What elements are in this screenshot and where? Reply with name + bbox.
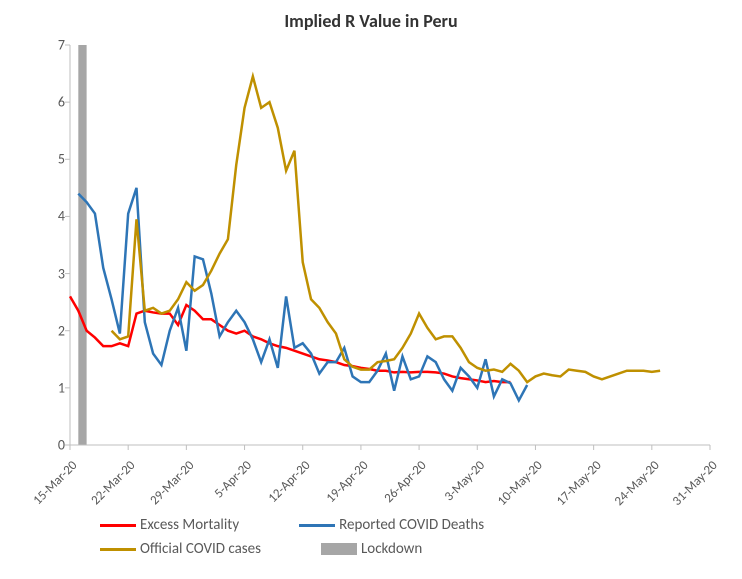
series-line <box>78 188 527 401</box>
plot-svg <box>70 45 710 445</box>
legend-item-official-cases: Official COVID cases <box>100 540 261 558</box>
x-tick-label: 24-May-20 <box>611 458 662 509</box>
x-tick-label: 5-Apr-20 <box>212 458 255 501</box>
chart-container: Implied R Value in Peru 0 1 2 3 4 5 6 7 15-Mar-… <box>0 0 742 579</box>
plot-area <box>70 45 710 445</box>
y-tick-label: 0 <box>58 437 65 454</box>
legend: Excess Mortality Reported COVID Deaths O… <box>100 516 660 564</box>
y-axis: 01234567 <box>35 45 65 445</box>
y-tick-label: 7 <box>58 37 65 54</box>
x-tick-label: 10-May-20 <box>495 458 546 509</box>
chart-title: Implied R Value in Peru <box>0 10 742 32</box>
x-tick-label: 31-May-20 <box>670 458 721 509</box>
y-tick-label: 1 <box>58 379 65 396</box>
series-line <box>112 76 661 382</box>
y-tick-label: 6 <box>58 94 65 111</box>
legend-label: Official COVID cases <box>140 540 261 558</box>
y-tick-label: 3 <box>58 265 65 282</box>
x-tick-label: 17-May-20 <box>553 458 604 509</box>
lockdown-band <box>78 45 86 445</box>
legend-swatch <box>299 524 335 527</box>
legend-swatch <box>100 548 136 551</box>
x-axis: 15-Mar-2022-Mar-2029-Mar-205-Apr-2012-Ap… <box>70 450 710 510</box>
legend-item-excess-mortality: Excess Mortality <box>100 516 239 534</box>
x-tick-label: 15-Mar-20 <box>31 458 81 508</box>
y-tick-label: 4 <box>58 208 65 225</box>
y-tick-label: 2 <box>58 322 65 339</box>
legend-label: Lockdown <box>361 540 422 558</box>
series-line <box>70 296 511 382</box>
y-tick-label: 5 <box>58 151 65 168</box>
x-tick-label: 29-Mar-20 <box>147 458 197 508</box>
legend-item-lockdown: Lockdown <box>321 540 422 558</box>
legend-swatch <box>321 543 357 555</box>
legend-label: Excess Mortality <box>140 516 239 534</box>
x-tick-label: 26-Apr-20 <box>382 458 430 506</box>
legend-label: Reported COVID Deaths <box>339 516 484 534</box>
legend-swatch <box>100 524 136 527</box>
x-tick-label: 12-Apr-20 <box>265 458 313 506</box>
x-tick-label: 22-Mar-20 <box>89 458 139 508</box>
x-tick-label: 3-May-20 <box>442 458 488 504</box>
legend-item-reported-deaths: Reported COVID Deaths <box>299 516 484 534</box>
x-tick-label: 19-Apr-20 <box>324 458 372 506</box>
